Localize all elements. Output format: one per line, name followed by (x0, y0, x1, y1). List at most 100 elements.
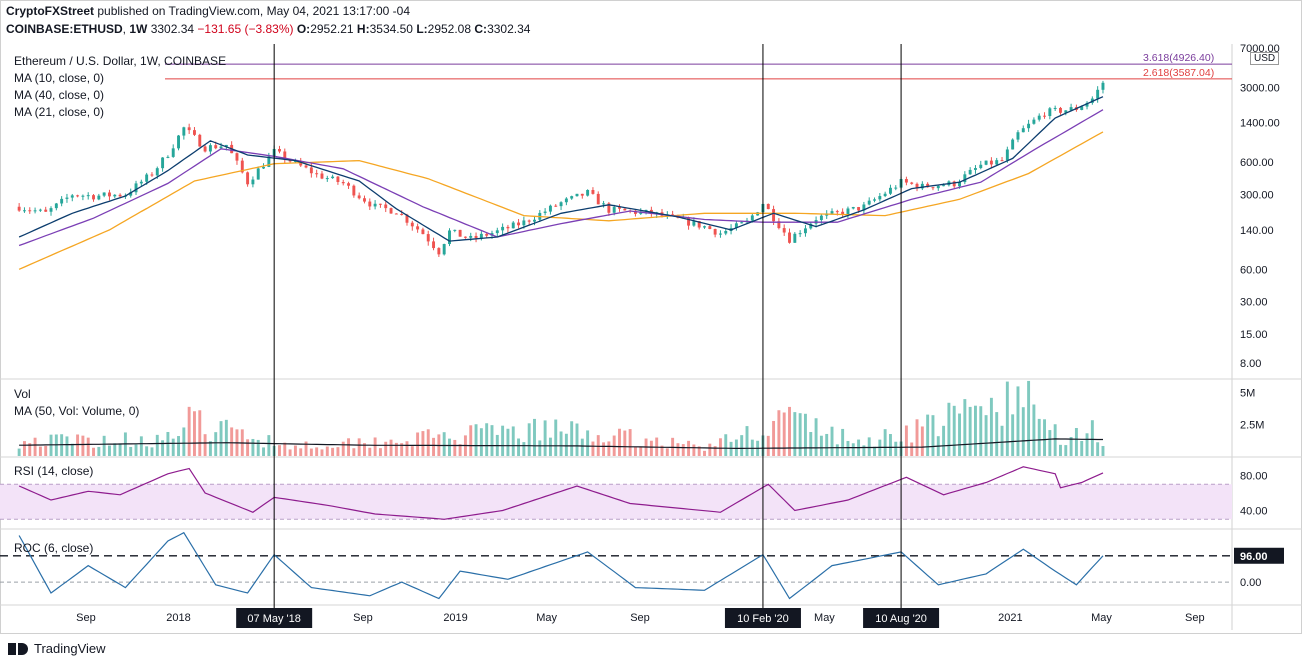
main-legend-title[interactable]: Ethereum / U.S. Dollar, 1W, COINBASE (14, 54, 227, 68)
candle-body (671, 214, 675, 216)
volume-bar (44, 445, 48, 456)
volume-bar (580, 438, 584, 456)
candle-body (1096, 89, 1100, 99)
volume-bar (208, 441, 212, 456)
volume-bar (809, 432, 813, 456)
time-tick-label: Sep (76, 612, 96, 624)
candle-body (219, 146, 223, 149)
candle-body (703, 226, 706, 228)
candle-body (734, 223, 738, 229)
volume-bar (952, 405, 956, 456)
rsi-legend: RSI (14, close) (14, 463, 93, 480)
time-tick-label: May (536, 612, 557, 624)
volume-bar (703, 450, 706, 456)
candle-body (389, 208, 393, 214)
volume-bar (835, 444, 839, 456)
candle-body (320, 173, 324, 179)
candle-body (740, 222, 744, 224)
volume-bar (692, 444, 696, 456)
volume-bar (1085, 433, 1089, 456)
time-tick-label: 2018 (166, 612, 190, 624)
roc-reference-label: 96.00 (1240, 551, 1268, 563)
volume-bar (177, 436, 180, 456)
candle-body (788, 232, 791, 243)
date-marker-badge (236, 608, 313, 628)
volume-bar (320, 449, 324, 456)
candle-body (251, 179, 255, 185)
candle-body (1011, 139, 1015, 150)
volume-bar (193, 411, 196, 456)
volume-bar (432, 437, 436, 456)
volume-bar (405, 441, 409, 456)
candle-body (517, 222, 521, 226)
candle-body (580, 193, 584, 196)
candle-body (400, 214, 404, 216)
candle-body (963, 174, 967, 183)
candle-body (1043, 115, 1046, 117)
candle-body (437, 248, 441, 255)
candle-body (777, 221, 781, 229)
candle-body (846, 208, 850, 215)
candle-body (421, 229, 425, 235)
candle-body (1053, 107, 1057, 109)
candle-body (633, 210, 637, 214)
volume-bar (219, 421, 223, 456)
volume-bar (522, 442, 526, 456)
candle-body (463, 236, 467, 238)
close-label: C: (474, 22, 488, 36)
roc-legend-title[interactable]: ROC (6, close) (14, 541, 94, 555)
candle-body (33, 210, 37, 212)
volume-legend-title[interactable]: Vol (14, 387, 31, 401)
volume-bar (134, 444, 138, 456)
symbol: COINBASE:ETHUSD (6, 22, 123, 36)
candle-body (995, 160, 999, 165)
volume-bar (150, 447, 154, 456)
candle-body (256, 168, 260, 180)
volume-bar (501, 425, 505, 456)
volume-bar (1059, 444, 1062, 456)
candle-body (315, 173, 319, 175)
candle-body (458, 229, 462, 237)
ma10-legend[interactable]: MA (10, close, 0) (14, 71, 105, 85)
volume-bar (681, 444, 685, 456)
rsi-legend-title[interactable]: RSI (14, close) (14, 464, 94, 478)
volume-bar (718, 438, 722, 456)
ma40-legend[interactable]: MA (40, close, 0) (14, 88, 105, 102)
candle-body (1064, 110, 1068, 113)
close-value: 3302.34 (487, 22, 531, 36)
volume-bar (426, 429, 430, 456)
volume-bar (469, 425, 473, 456)
candle-body (214, 145, 218, 149)
volume-bar (931, 415, 935, 456)
volume-bar (347, 438, 351, 456)
footer-brand[interactable]: TradingView (34, 641, 106, 656)
volume-bar (28, 443, 32, 456)
volume-bar (384, 441, 388, 456)
candle-body (958, 182, 961, 187)
volume-bar (256, 439, 260, 456)
ma40-line (18, 131, 1104, 270)
volume-bar (968, 406, 972, 456)
volume-bar (97, 446, 101, 456)
volume-bar (745, 426, 749, 456)
candle-body (129, 192, 133, 196)
volume-bar (687, 440, 691, 456)
ma21-legend[interactable]: MA (21, close, 0) (14, 105, 105, 119)
candle-body (952, 181, 956, 187)
candle-body (187, 127, 191, 131)
candle-body (612, 207, 616, 213)
volume-bar (267, 435, 271, 456)
volume-bar (602, 442, 606, 456)
volume-bar (713, 446, 717, 456)
candle-body (262, 166, 265, 169)
volume-ma-legend[interactable]: MA (50, Vol: Volume, 0) (14, 404, 140, 418)
candle-body (718, 233, 722, 235)
volume-bar (814, 418, 818, 456)
volume-bar (203, 434, 207, 456)
price-unit-badge[interactable]: USD (1250, 52, 1280, 65)
volume-bar (846, 440, 850, 456)
volume-bar (410, 446, 414, 456)
candle-body (888, 187, 892, 194)
candle-body (432, 241, 436, 249)
volume-bar (904, 425, 908, 456)
